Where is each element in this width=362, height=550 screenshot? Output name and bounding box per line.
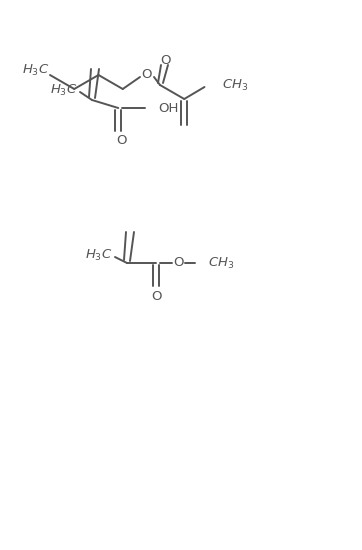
Text: O: O — [161, 54, 171, 68]
Text: $H_3C$: $H_3C$ — [22, 63, 50, 78]
Text: $CH_3$: $CH_3$ — [223, 78, 249, 92]
Text: O: O — [151, 289, 161, 302]
Text: $H_3C$: $H_3C$ — [85, 248, 113, 262]
Text: $H_3C$: $H_3C$ — [50, 82, 77, 97]
Text: O: O — [173, 256, 184, 270]
Text: O: O — [116, 135, 126, 147]
Text: $CH_3$: $CH_3$ — [208, 255, 235, 271]
Text: OH: OH — [158, 102, 178, 114]
Text: O: O — [142, 69, 152, 81]
